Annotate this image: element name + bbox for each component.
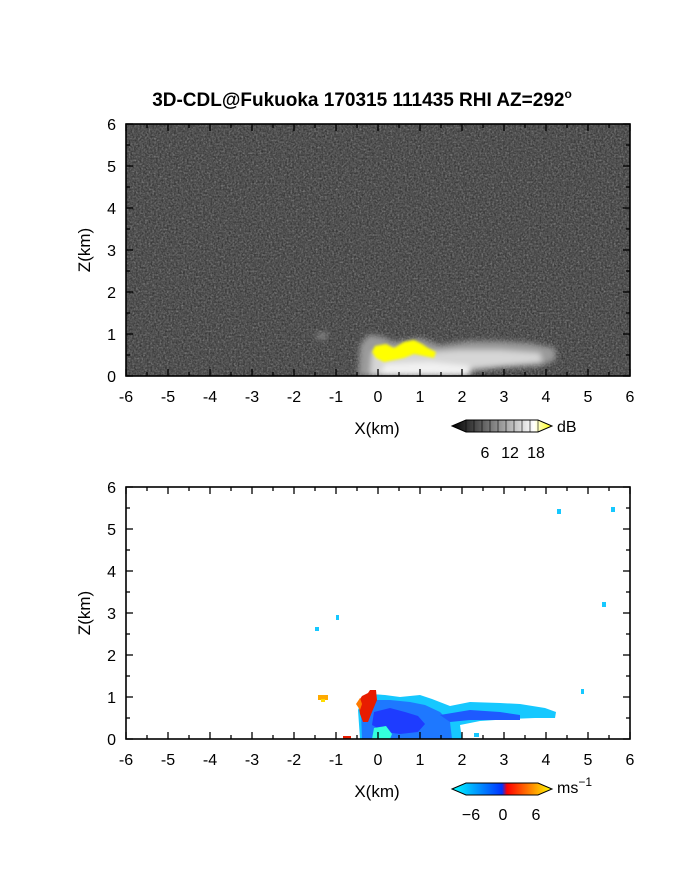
y-tick-label: 3 <box>107 243 116 260</box>
y-tick-labels: 0 1 2 3 4 5 6 <box>107 480 116 749</box>
y-tick-label: 5 <box>107 522 116 539</box>
x-tick-label: -1 <box>329 389 343 406</box>
x-tick-label: 0 <box>374 752 383 769</box>
colorbar-unit: ms−1 <box>557 775 592 797</box>
x-tick-label: 6 <box>626 389 635 406</box>
chart-title: 3D-CDL@Fukuoka 170315 111435 RHI AZ=292o <box>152 87 572 111</box>
plot-frame <box>125 486 631 740</box>
x-tick-label: -5 <box>161 389 175 406</box>
x-tick-label: 5 <box>584 389 593 406</box>
x-tick-labels: -6 -5 -4 -3 -2 -1 0 1 2 3 4 5 6 <box>119 389 635 406</box>
x-tick-label: -2 <box>287 752 301 769</box>
y-tick-label: 0 <box>107 732 116 749</box>
x-tick-label: -3 <box>245 389 259 406</box>
y-tick-label: 5 <box>107 159 116 176</box>
x-tick-label: 2 <box>458 389 467 406</box>
x-tick-label: -6 <box>119 752 133 769</box>
x-tick-label: -1 <box>329 752 343 769</box>
y-tick-labels: 0 1 2 3 4 5 6 <box>107 117 116 386</box>
y-tick-label: 4 <box>107 201 116 218</box>
x-tick-label: 4 <box>542 389 551 406</box>
x-tick-label: 4 <box>542 752 551 769</box>
noise-texture <box>126 124 630 376</box>
x-tick-label: -5 <box>161 752 175 769</box>
colorbar-velocity: ms−1 −6 0 6 <box>450 775 592 824</box>
x-axis-label: X(km) <box>354 419 399 438</box>
x-tick-label: 5 <box>584 752 593 769</box>
colorbar-db: dB 6 12 18 <box>450 419 577 462</box>
x-tick-label: 0 <box>374 389 383 406</box>
y-tick-label: 2 <box>107 648 116 665</box>
x-tick-label: 1 <box>416 752 425 769</box>
x-tick-label: 3 <box>500 389 509 406</box>
colorbar-tick: 0 <box>499 807 508 824</box>
y-tick-label: 4 <box>107 564 116 581</box>
y-tick-label: 0 <box>107 369 116 386</box>
x-tick-label: 3 <box>500 752 509 769</box>
colorbar-tick: 18 <box>527 445 545 462</box>
isolated-gates <box>315 507 615 739</box>
x-tick-label: 2 <box>458 752 467 769</box>
x-tick-label: -4 <box>203 389 217 406</box>
y-tick-label: 6 <box>107 117 116 134</box>
x-tick-label: 6 <box>626 752 635 769</box>
colorbar-tick: −6 <box>462 807 480 824</box>
colorbar-tick: 6 <box>481 445 490 462</box>
x-tick-labels: -6 -5 -4 -3 -2 -1 0 1 2 3 4 5 6 <box>119 752 635 769</box>
colorbar-tick: 6 <box>532 807 541 824</box>
velocity-plot-area <box>126 487 630 739</box>
y-axis-label: Z(km) <box>75 591 94 635</box>
strong-echo-region <box>372 340 436 362</box>
x-tick-label: -6 <box>119 389 133 406</box>
x-axis-label: X(km) <box>354 782 399 801</box>
x-tick-label: -4 <box>203 752 217 769</box>
backscatter-plot-area <box>126 124 630 376</box>
plot-frame <box>125 123 631 377</box>
y-tick-label: 2 <box>107 285 116 302</box>
panel-backscatter: 3D-CDL@Fukuoka 170315 111435 RHI AZ=292o… <box>75 87 635 462</box>
x-tick-label: -2 <box>287 389 301 406</box>
y-tick-label: 1 <box>107 690 116 707</box>
y-tick-label: 6 <box>107 480 116 497</box>
x-tick-label: -3 <box>245 752 259 769</box>
y-axis-label: Z(km) <box>75 228 94 272</box>
y-tick-label: 3 <box>107 606 116 623</box>
colorbar-unit: dB <box>557 419 577 436</box>
x-tick-label: 1 <box>416 389 425 406</box>
y-tick-label: 1 <box>107 327 116 344</box>
main-velocity-region <box>356 690 556 739</box>
colorbar-tick: 12 <box>501 445 519 462</box>
